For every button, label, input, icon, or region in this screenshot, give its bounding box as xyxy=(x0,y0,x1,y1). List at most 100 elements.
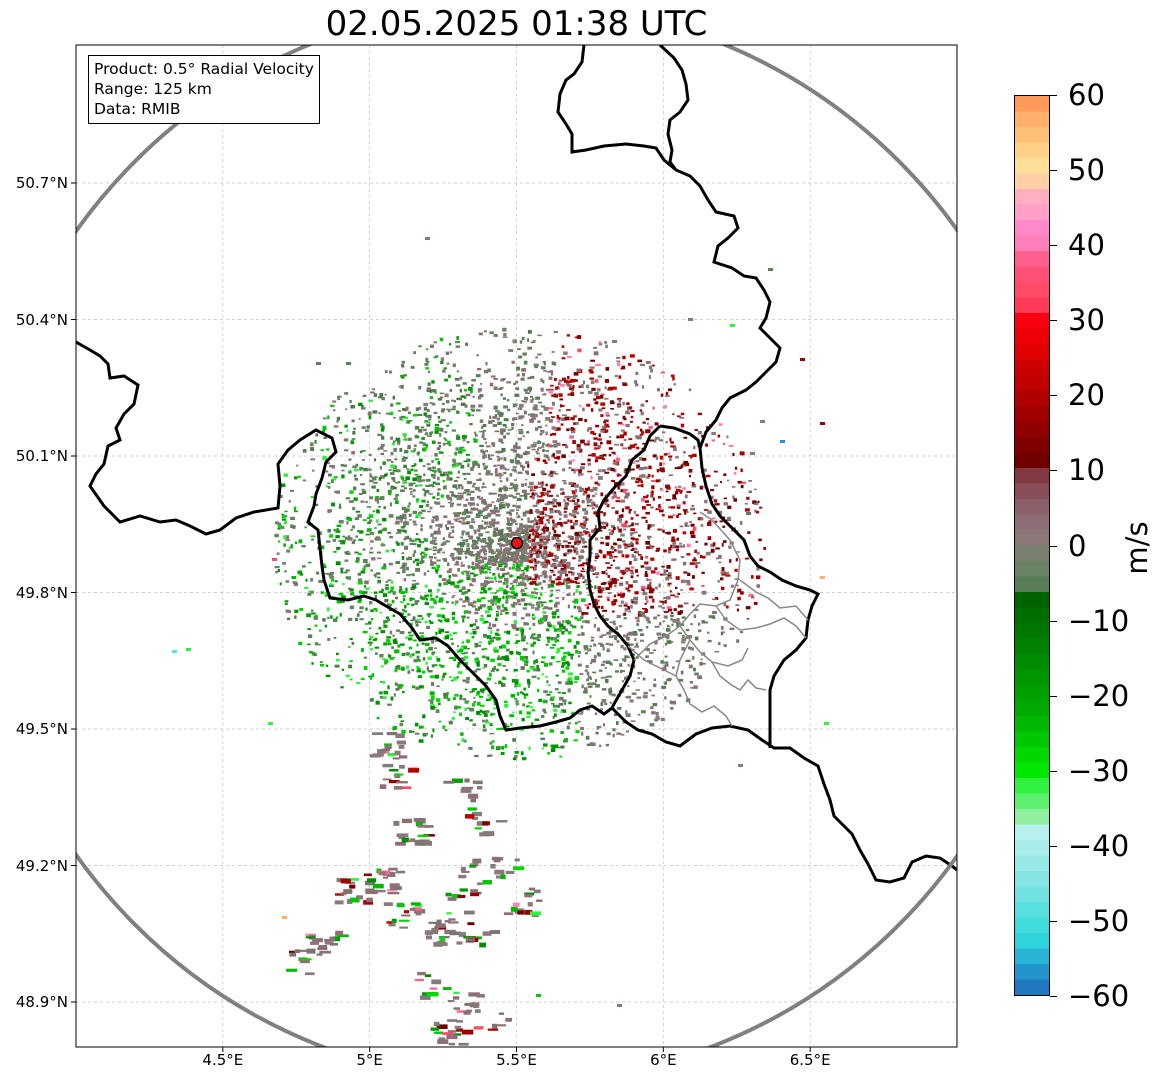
velocity-bin xyxy=(587,458,591,462)
velocity-bin xyxy=(638,467,644,471)
velocity-bin xyxy=(450,581,455,584)
velocity-bin xyxy=(590,408,594,412)
velocity-bin xyxy=(467,707,472,710)
velocity-bin xyxy=(443,437,446,440)
velocity-bin xyxy=(524,396,527,400)
velocity-bin xyxy=(492,1023,498,1029)
velocity-bin xyxy=(562,579,566,583)
velocity-bin xyxy=(432,475,436,479)
velocity-bin xyxy=(824,722,829,725)
velocity-bin xyxy=(473,574,476,577)
velocity-bin xyxy=(645,609,648,612)
velocity-bin xyxy=(511,597,517,599)
velocity-bin xyxy=(402,567,405,571)
velocity-bin xyxy=(564,552,570,555)
lat-tick-label: 49.2°N xyxy=(15,856,68,875)
velocity-bin xyxy=(411,669,415,672)
velocity-bin xyxy=(737,588,742,593)
velocity-bin xyxy=(335,530,341,533)
velocity-bin xyxy=(483,571,488,574)
velocity-bin xyxy=(657,388,660,392)
velocity-bin xyxy=(634,522,639,526)
velocity-bin xyxy=(511,604,515,608)
velocity-bin xyxy=(586,562,589,566)
velocity-bin xyxy=(598,341,602,344)
velocity-bin xyxy=(744,557,749,560)
velocity-bin xyxy=(429,484,434,487)
velocity-bin xyxy=(669,457,672,462)
velocity-bin xyxy=(521,632,524,636)
velocity-bin xyxy=(578,564,582,567)
velocity-bin xyxy=(656,632,662,636)
velocity-bin xyxy=(561,709,567,713)
velocity-bin xyxy=(553,554,558,557)
velocity-bin xyxy=(680,589,683,591)
velocity-bin xyxy=(491,419,495,423)
velocity-bin xyxy=(519,340,523,344)
velocity-bin xyxy=(414,426,420,430)
velocity-bin xyxy=(662,529,665,533)
velocity-bin xyxy=(677,592,681,595)
velocity-bin xyxy=(441,578,447,582)
velocity-bin xyxy=(443,617,447,622)
velocity-bin xyxy=(353,595,359,598)
velocity-bin xyxy=(640,411,644,416)
velocity-bin xyxy=(605,425,610,428)
velocity-bin xyxy=(345,569,350,572)
velocity-bin xyxy=(515,509,520,512)
velocity-bin xyxy=(536,554,540,559)
velocity-bin xyxy=(511,566,516,570)
velocity-bin xyxy=(559,623,564,627)
velocity-bin xyxy=(385,549,390,553)
velocity-bin xyxy=(471,554,475,557)
velocity-bin xyxy=(487,503,492,507)
velocity-bin xyxy=(669,590,672,593)
velocity-bin xyxy=(556,536,560,540)
velocity-bin xyxy=(385,581,389,583)
velocity-bin xyxy=(419,595,423,600)
velocity-bin xyxy=(633,551,638,554)
velocity-bin xyxy=(609,551,615,554)
velocity-bin xyxy=(399,722,404,727)
velocity-bin xyxy=(346,520,349,525)
velocity-bin xyxy=(574,616,578,620)
velocity-bin xyxy=(389,883,400,888)
velocity-bin xyxy=(401,506,407,511)
velocity-bin xyxy=(365,607,368,611)
velocity-bin xyxy=(404,604,407,609)
velocity-bin xyxy=(515,453,520,458)
velocity-bin xyxy=(406,535,410,540)
velocity-bin xyxy=(369,479,374,483)
velocity-bin xyxy=(613,713,618,717)
velocity-bin xyxy=(501,474,504,476)
velocity-bin xyxy=(606,552,611,556)
velocity-bin xyxy=(581,567,585,570)
velocity-bin xyxy=(285,514,288,518)
velocity-bin xyxy=(452,363,456,368)
velocity-bin xyxy=(462,542,466,546)
velocity-bin xyxy=(682,487,686,490)
lat-tick-label: 50.1°N xyxy=(15,447,68,465)
velocity-bin xyxy=(633,510,636,514)
velocity-bin xyxy=(625,410,629,415)
velocity-bin xyxy=(584,579,587,583)
velocity-bin xyxy=(651,490,654,495)
velocity-bin xyxy=(320,664,325,667)
velocity-bin xyxy=(368,519,373,522)
velocity-bin xyxy=(633,547,638,551)
velocity-bin xyxy=(404,530,407,534)
velocity-bin xyxy=(447,562,450,567)
velocity-bin xyxy=(400,518,403,523)
velocity-bin xyxy=(624,655,629,658)
velocity-bin xyxy=(565,666,570,670)
velocity-bin xyxy=(408,411,411,415)
velocity-bin xyxy=(652,703,658,707)
velocity-bin xyxy=(579,673,584,675)
velocity-bin xyxy=(483,590,488,594)
velocity-bin xyxy=(509,587,512,590)
velocity-bin xyxy=(353,497,358,501)
velocity-bin xyxy=(544,563,548,567)
velocity-bin xyxy=(640,710,646,714)
velocity-bin xyxy=(630,571,634,575)
velocity-bin xyxy=(677,466,682,469)
